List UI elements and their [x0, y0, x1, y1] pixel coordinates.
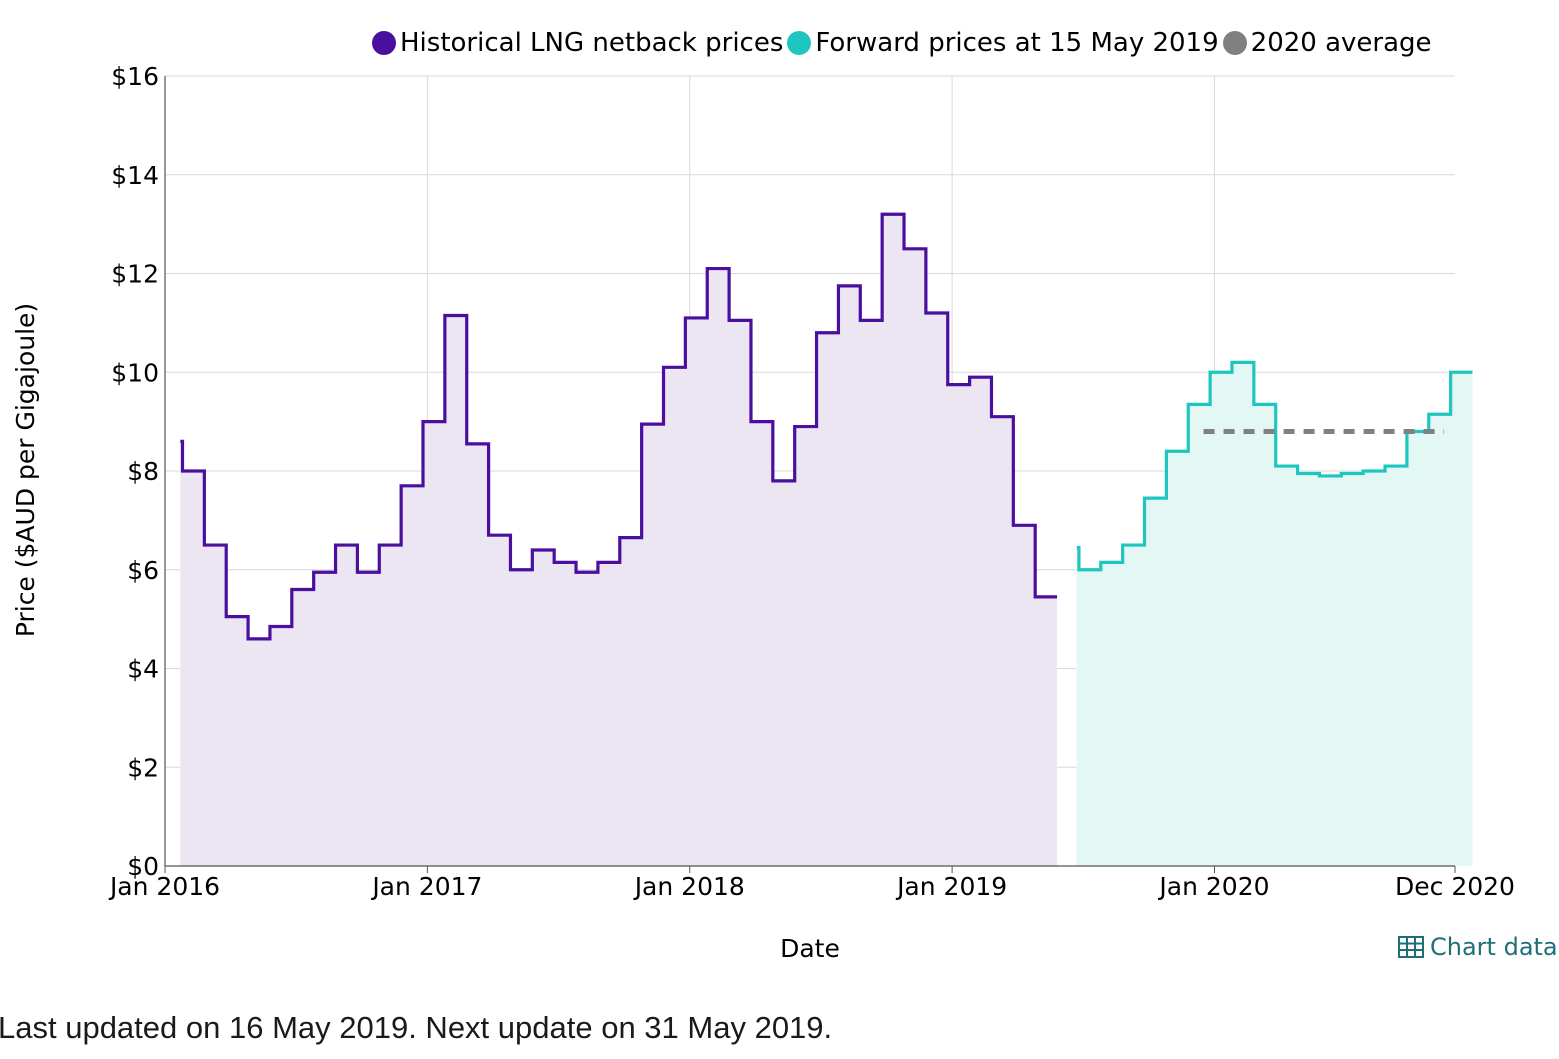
legend-label-average: 2020 average [1250, 28, 1432, 58]
y-axis-label: Price ($AUD per Gigajoule) [11, 303, 40, 637]
y-tick-label: $8 [127, 457, 159, 486]
forward-price-line [1076, 360, 1473, 572]
x-tick-label: Jan 2017 [370, 872, 482, 901]
y-tick-label: $4 [127, 655, 159, 684]
table-icon [1398, 936, 1424, 958]
series-areas [180, 214, 1473, 866]
legend-item-historical[interactable]: Historical LNG netback prices [372, 28, 783, 58]
x-tick-label: Jan 2016 [108, 872, 220, 901]
y-tick-label: $14 [111, 161, 159, 190]
x-tick-label: Jan 2019 [895, 872, 1007, 901]
axes [164, 76, 1456, 873]
historical-price-line [180, 212, 1058, 641]
last-updated-note: Last updated on 16 May 2019. Next update… [0, 1010, 833, 1045]
tick-labels: $0 $2 $4 $6 $8 $10 $12 $14 $16 Jan 2016 Jan 2017 Ja… [108, 62, 1515, 901]
y-tick-label: $12 [111, 260, 159, 289]
series-lines [180, 212, 1473, 641]
legend: Historical LNG netback prices Forward pr… [372, 28, 1436, 58]
y-tick-label: $0 [127, 852, 159, 881]
historical-area [180, 214, 1058, 866]
legend-item-average[interactable]: 2020 average [1222, 28, 1432, 58]
y-tick-label: $16 [111, 62, 159, 91]
legend-marker-forward [787, 31, 812, 55]
forward-area [1076, 362, 1473, 866]
x-tick-label: Dec 2020 [1395, 872, 1515, 901]
y-tick-label: $6 [127, 556, 159, 585]
x-tick-label: Jan 2018 [633, 872, 745, 901]
legend-label-historical: Historical LNG netback prices [400, 28, 784, 58]
legend-item-forward[interactable]: Forward prices at 15 May 2019 [787, 28, 1219, 58]
x-axis-label: Date [780, 934, 840, 963]
legend-label-forward: Forward prices at 15 May 2019 [815, 28, 1219, 58]
chart-data-label: Chart data [1430, 933, 1558, 961]
y-tick-label: $10 [111, 358, 159, 387]
legend-marker-historical [372, 31, 396, 55]
legend-marker-average [1222, 31, 1247, 55]
lng-netback-chart: $0 $2 $4 $6 $8 $10 $12 $14 $16 Jan 2016 Jan 2017 Ja… [11, 62, 1515, 963]
x-tick-label: Jan 2020 [1157, 872, 1269, 901]
chart-data-link[interactable]: Chart data [1398, 933, 1558, 961]
y-tick-label: $2 [127, 753, 159, 782]
